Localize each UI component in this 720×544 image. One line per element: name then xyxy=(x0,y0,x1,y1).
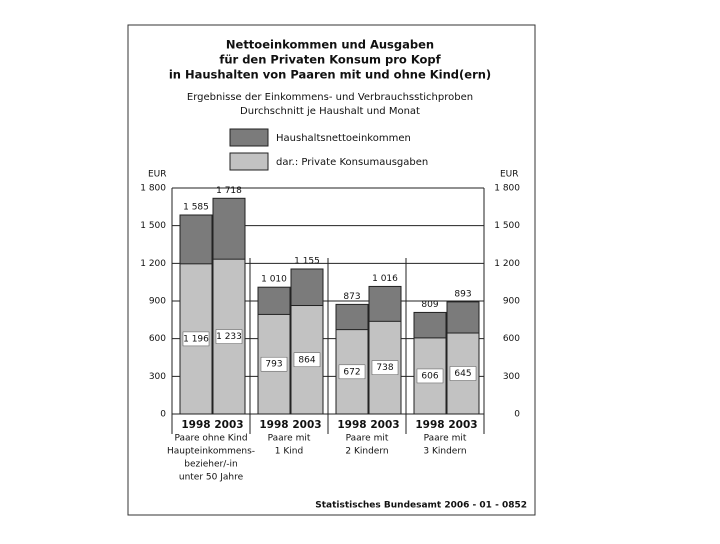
value-label: 809 xyxy=(421,300,438,310)
value-label-box xyxy=(338,364,366,380)
y2-tick-label: 0 xyxy=(514,410,520,420)
legend-swatch xyxy=(229,152,269,171)
x-tick-label: 2003 xyxy=(214,419,243,431)
legend-label: Haushaltsnettoeinkommen xyxy=(276,133,411,144)
y-tick-label: 600 xyxy=(149,334,166,344)
x-tick-label: 2003 xyxy=(292,419,321,431)
y-tick-label: 1 200 xyxy=(140,259,166,269)
legend-label: dar.: Private Konsumausgaben xyxy=(276,157,428,168)
y-tick-label: 1 800 xyxy=(140,184,166,194)
group-label: Paare mit xyxy=(424,434,467,444)
y-tick-label: 1 500 xyxy=(140,221,166,231)
value-label: 672 xyxy=(343,367,360,377)
value-label: 645 xyxy=(454,369,471,379)
y-tick-label: 900 xyxy=(149,297,166,307)
group-label: Paare ohne Kind xyxy=(174,434,247,444)
group-label: 3 Kindern xyxy=(423,447,466,457)
chart-subtitle: Ergebnisse der Einkommens- und Verbrauch… xyxy=(187,92,473,103)
value-label: 606 xyxy=(421,371,438,381)
value-label: 873 xyxy=(343,292,360,302)
y2-tick-label: 1 800 xyxy=(494,184,520,194)
chart-title: in Haushalten von Paaren mit und ohne Ki… xyxy=(169,68,491,82)
value-label-box xyxy=(260,356,288,372)
y2-tick-label: 900 xyxy=(503,297,520,307)
group-label: Paare mit xyxy=(268,434,311,444)
frame xyxy=(127,24,536,516)
value-label: 1 010 xyxy=(261,275,287,285)
group-label: Haupteinkommens- xyxy=(167,447,255,457)
value-label: 864 xyxy=(298,355,315,365)
value-label: 1 155 xyxy=(294,256,320,266)
group-label: 1 Kind xyxy=(275,447,303,457)
y2-tick-label: 1 500 xyxy=(494,221,520,231)
value-label: 1 585 xyxy=(183,202,209,212)
group-label: bezieher/-in xyxy=(184,460,237,470)
value-label: 1 016 xyxy=(372,274,398,284)
source: Statistisches Bundesamt 2006 - 01 - 0852 xyxy=(315,501,527,511)
legend-swatch xyxy=(229,128,269,147)
y2-tick-label: 600 xyxy=(503,334,520,344)
value-label: 893 xyxy=(454,289,471,299)
chart-title: Nettoeinkommen und Ausgaben xyxy=(226,38,434,52)
x-tick-label: 2003 xyxy=(370,419,399,431)
value-label: 793 xyxy=(265,360,282,370)
group-label: Paare mit xyxy=(346,434,389,444)
x-tick-label: 1998 xyxy=(181,419,210,431)
value-label: 738 xyxy=(376,363,393,373)
value-label-box xyxy=(293,352,321,368)
value-label-box xyxy=(449,366,477,381)
x-tick-label: 1998 xyxy=(259,419,288,431)
x-tick-label: 1998 xyxy=(337,419,366,431)
y-unit: EUR xyxy=(148,170,167,180)
y-unit: EUR xyxy=(500,170,519,180)
value-label: 1 196 xyxy=(183,334,209,344)
chart-title: für den Privaten Konsum pro Kopf xyxy=(219,53,441,67)
x-tick-label: 1998 xyxy=(415,419,444,431)
value-label-box xyxy=(371,360,399,375)
group-label: 2 Kindern xyxy=(345,447,388,457)
value-label-box xyxy=(416,368,444,384)
x-tick-label: 2003 xyxy=(448,419,477,431)
group-label: unter 50 Jahre xyxy=(179,473,244,483)
y2-tick-label: 1 200 xyxy=(494,259,520,269)
value-label: 1 718 xyxy=(216,186,242,196)
value-label: 1 233 xyxy=(216,332,242,342)
value-label-box xyxy=(215,329,243,344)
y-tick-label: 0 xyxy=(160,410,166,420)
y-tick-label: 300 xyxy=(149,372,166,382)
value-label-box xyxy=(182,331,210,347)
chart-subtitle: Durchschnitt je Haushalt und Monat xyxy=(240,106,420,117)
y2-tick-label: 300 xyxy=(503,372,520,382)
